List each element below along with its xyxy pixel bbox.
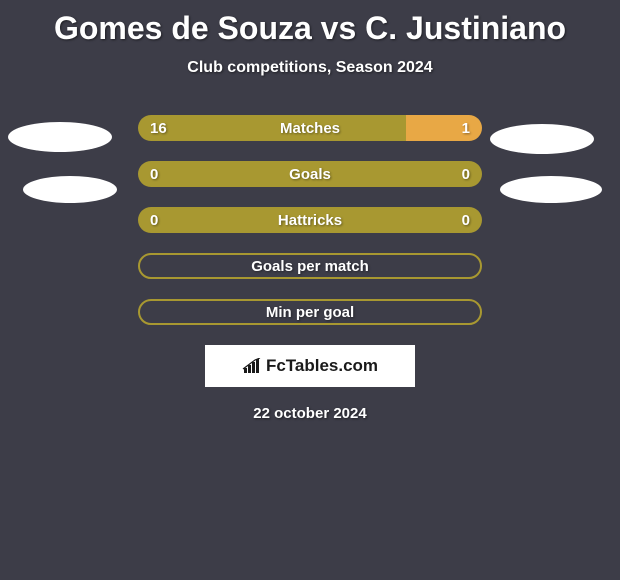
logo-text: FcTables.com xyxy=(242,356,378,376)
page-title: Gomes de Souza vs C. Justiniano xyxy=(0,0,620,47)
date-label: 22 october 2024 xyxy=(0,405,620,422)
stat-row-hattricks: 0 0 Hattricks xyxy=(138,207,482,233)
stat-value-right: 0 xyxy=(462,212,470,229)
player1-team-avatar xyxy=(8,122,112,152)
player2-avatar xyxy=(500,176,602,203)
stat-value-right: 1 xyxy=(462,120,470,137)
stat-bar-right: 1 xyxy=(406,115,482,141)
stat-label: Goals per match xyxy=(251,258,369,275)
chart-icon xyxy=(242,358,262,374)
stat-value-left: 16 xyxy=(150,120,167,137)
stat-bar-left: 16 xyxy=(138,115,406,141)
stat-row-matches: 16 1 Matches xyxy=(138,115,482,141)
stat-label: Goals xyxy=(289,166,331,183)
stat-row-mpg: Min per goal xyxy=(138,299,482,325)
stat-value-right: 0 xyxy=(462,166,470,183)
stat-bar-right: 0 xyxy=(310,161,482,187)
stat-value-left: 0 xyxy=(150,212,158,229)
player1-avatar xyxy=(23,176,117,203)
stat-bar-left: 0 xyxy=(138,161,310,187)
stat-row-goals: 0 0 Goals xyxy=(138,161,482,187)
player2-team-avatar xyxy=(490,124,594,154)
stat-label: Hattricks xyxy=(278,212,342,229)
subtitle: Club competitions, Season 2024 xyxy=(0,59,620,77)
stat-value-left: 0 xyxy=(150,166,158,183)
stat-label: Matches xyxy=(280,120,340,137)
stat-row-gpm: Goals per match xyxy=(138,253,482,279)
stat-label: Min per goal xyxy=(266,304,354,321)
source-logo[interactable]: FcTables.com xyxy=(205,345,415,387)
logo-label: FcTables.com xyxy=(266,356,378,376)
